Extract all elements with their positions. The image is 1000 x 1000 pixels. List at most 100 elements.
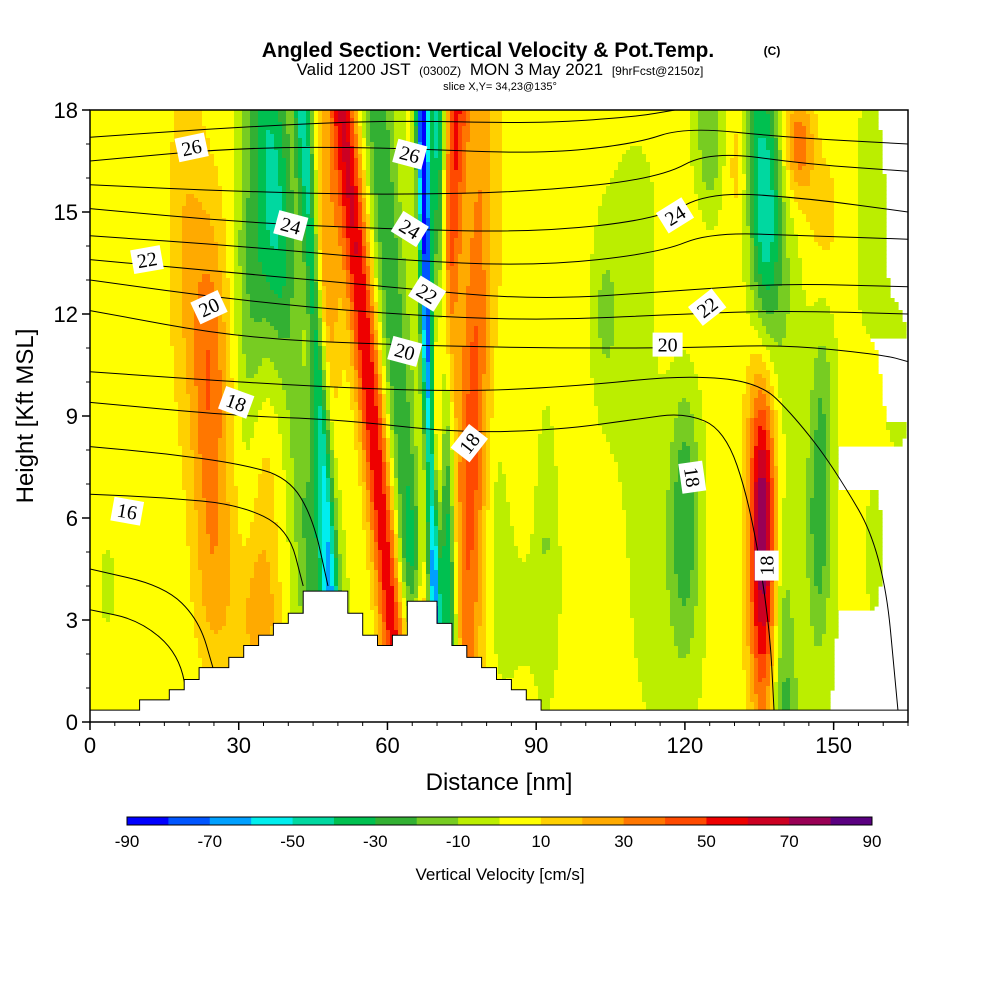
velocity-cell bbox=[90, 394, 175, 399]
velocity-cell bbox=[214, 158, 235, 163]
velocity-cell bbox=[490, 346, 495, 351]
velocity-cell bbox=[802, 274, 859, 279]
velocity-cell bbox=[750, 174, 755, 179]
velocity-cell bbox=[438, 442, 443, 447]
velocity-cell bbox=[422, 350, 427, 355]
velocity-cell bbox=[310, 366, 315, 371]
velocity-cell bbox=[610, 182, 655, 187]
velocity-cell bbox=[210, 402, 223, 407]
velocity-cell bbox=[374, 142, 391, 147]
velocity-cell bbox=[758, 434, 767, 439]
velocity-cell bbox=[370, 214, 375, 219]
velocity-cell bbox=[426, 114, 431, 119]
velocity-cell bbox=[374, 382, 379, 387]
velocity-cell bbox=[306, 346, 311, 351]
velocity-cell bbox=[182, 246, 219, 251]
velocity-cell bbox=[378, 354, 383, 359]
velocity-cell bbox=[322, 230, 339, 235]
velocity-cell bbox=[242, 266, 247, 271]
velocity-cell bbox=[794, 134, 807, 139]
velocity-cell bbox=[782, 178, 787, 183]
velocity-cell bbox=[754, 130, 771, 135]
velocity-cell bbox=[350, 350, 355, 355]
velocity-cell bbox=[778, 218, 783, 223]
velocity-cell bbox=[614, 282, 655, 287]
velocity-cell bbox=[454, 374, 463, 379]
velocity-cell bbox=[798, 242, 819, 247]
velocity-cell bbox=[378, 314, 383, 319]
velocity-cell bbox=[366, 278, 371, 283]
velocity-cell bbox=[770, 126, 775, 131]
velocity-cell bbox=[250, 110, 259, 115]
velocity-cell bbox=[414, 174, 419, 179]
velocity-cell bbox=[778, 178, 783, 183]
velocity-cell bbox=[386, 386, 391, 391]
velocity-cell bbox=[322, 174, 331, 179]
velocity-cell bbox=[430, 150, 435, 155]
velocity-cell bbox=[670, 362, 695, 367]
velocity-cell bbox=[358, 426, 363, 431]
velocity-cell bbox=[310, 210, 315, 215]
velocity-cell bbox=[378, 278, 383, 283]
velocity-cell bbox=[602, 278, 611, 283]
velocity-cell bbox=[358, 150, 363, 155]
velocity-cell bbox=[446, 170, 451, 175]
velocity-cell bbox=[90, 174, 171, 179]
velocity-cell bbox=[350, 238, 363, 243]
velocity-cell bbox=[182, 310, 195, 315]
velocity-cell bbox=[462, 422, 467, 427]
velocity-cell bbox=[690, 150, 703, 155]
velocity-cell bbox=[342, 122, 347, 127]
velocity-cell bbox=[310, 398, 315, 403]
velocity-cell bbox=[442, 162, 447, 167]
velocity-cell bbox=[450, 206, 459, 211]
velocity-cell bbox=[174, 110, 203, 115]
velocity-cell bbox=[490, 130, 503, 135]
velocity-cell bbox=[434, 370, 451, 375]
velocity-cell bbox=[450, 330, 467, 335]
velocity-cell bbox=[238, 258, 247, 263]
velocity-cell bbox=[314, 186, 319, 191]
velocity-cell bbox=[170, 222, 183, 227]
velocity-cell bbox=[354, 278, 367, 283]
velocity-cell bbox=[174, 354, 187, 359]
velocity-cell bbox=[458, 278, 471, 283]
velocity-cell bbox=[350, 382, 355, 387]
velocity-cell bbox=[794, 130, 807, 135]
velocity-cell bbox=[774, 418, 779, 423]
velocity-cell bbox=[462, 222, 475, 227]
velocity-cell bbox=[206, 374, 211, 379]
velocity-cell bbox=[478, 374, 483, 379]
velocity-cell bbox=[234, 254, 239, 259]
velocity-cell bbox=[746, 202, 751, 207]
velocity-cell bbox=[422, 194, 427, 199]
velocity-cell bbox=[346, 122, 351, 127]
velocity-cell bbox=[330, 414, 355, 419]
velocity-cell bbox=[422, 306, 427, 311]
velocity-cell bbox=[362, 350, 371, 355]
velocity-cell bbox=[366, 150, 371, 155]
velocity-cell bbox=[342, 302, 351, 307]
velocity-cell bbox=[350, 118, 355, 123]
velocity-cell bbox=[390, 374, 407, 379]
velocity-cell bbox=[322, 414, 327, 419]
velocity-cell bbox=[306, 234, 315, 239]
velocity-cell bbox=[418, 366, 423, 371]
velocity-cell bbox=[182, 306, 199, 311]
velocity-cell bbox=[386, 114, 395, 119]
velocity-cell bbox=[470, 378, 479, 383]
velocity-cell bbox=[434, 354, 451, 359]
velocity-cell bbox=[234, 130, 243, 135]
velocity-cell bbox=[258, 162, 267, 167]
velocity-cell bbox=[450, 138, 455, 143]
velocity-cell bbox=[346, 274, 351, 279]
velocity-cell bbox=[714, 226, 743, 231]
velocity-cell bbox=[422, 342, 427, 347]
velocity-cell bbox=[462, 142, 467, 147]
velocity-cell bbox=[442, 154, 447, 159]
velocity-cell bbox=[370, 434, 379, 439]
velocity-cell bbox=[674, 438, 695, 443]
velocity-cell bbox=[794, 174, 811, 179]
velocity-cell bbox=[226, 382, 235, 387]
velocity-cell bbox=[686, 350, 771, 355]
